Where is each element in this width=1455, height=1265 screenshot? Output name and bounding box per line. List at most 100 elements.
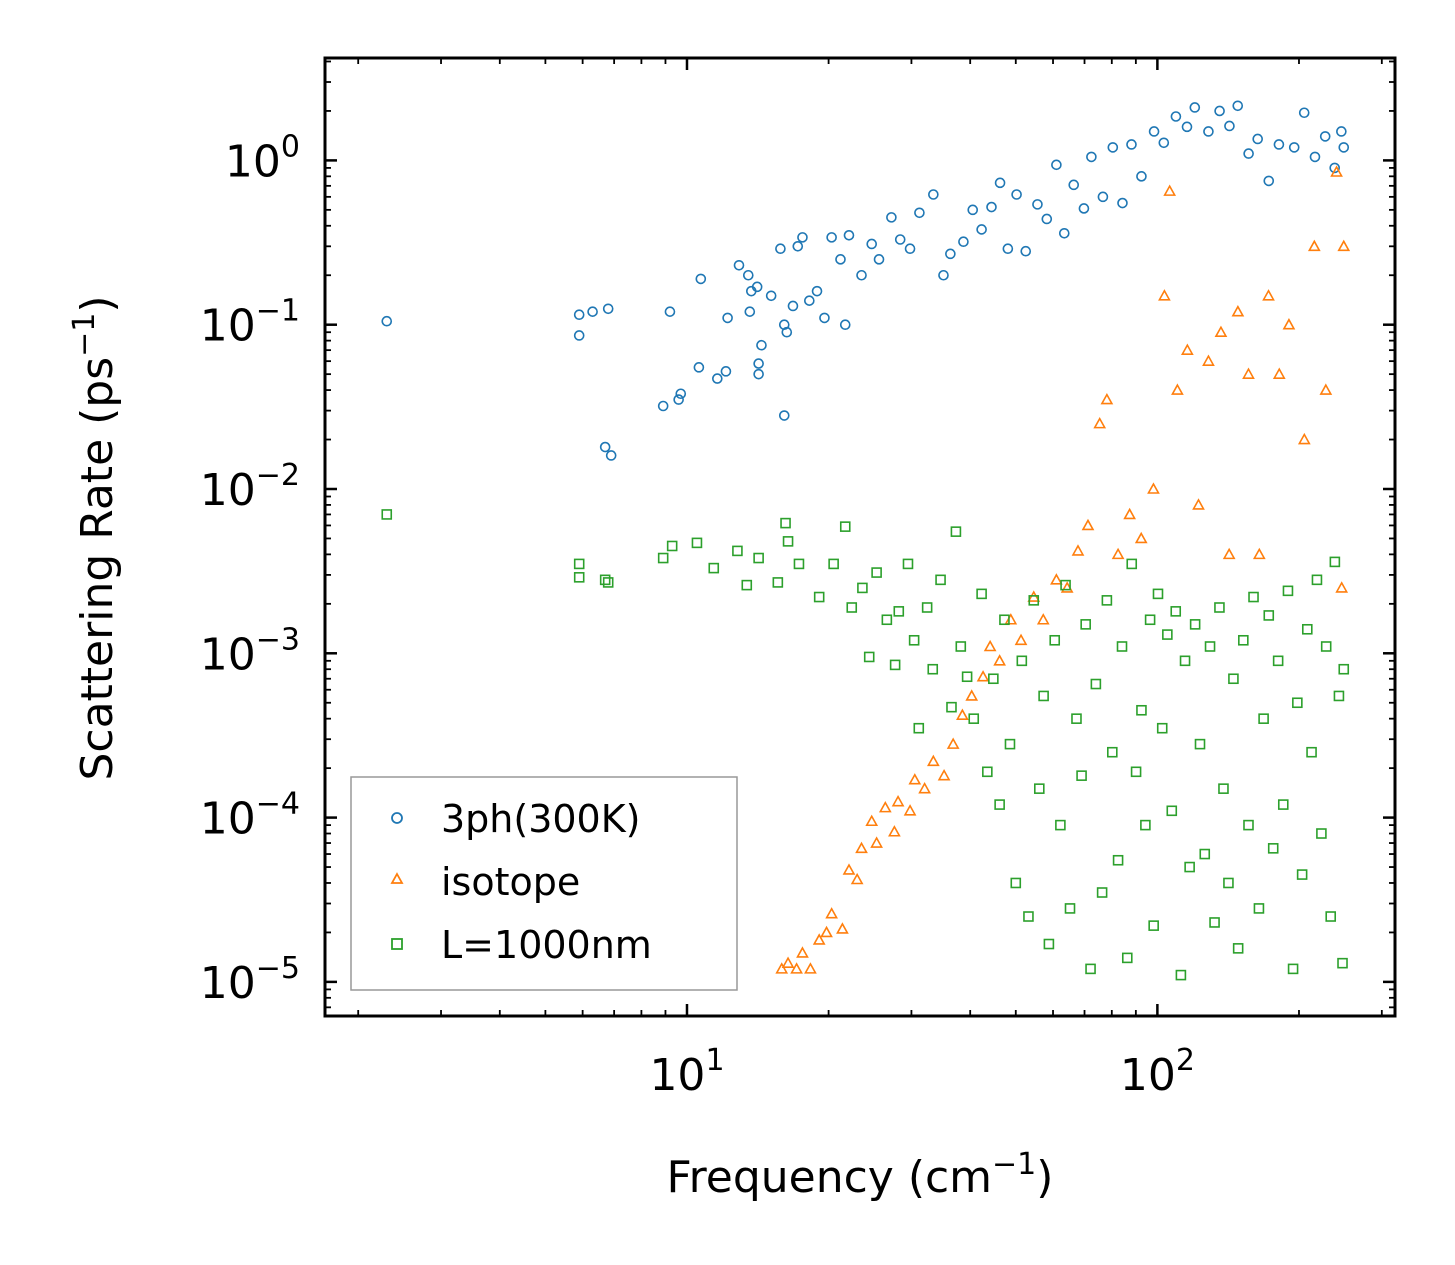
- legend-marker-3ph: [391, 812, 403, 824]
- data-point: [1140, 819, 1151, 831]
- data-point: [1175, 969, 1187, 981]
- data-point: [994, 177, 1006, 189]
- data-point: [657, 552, 669, 564]
- data-point: [1180, 343, 1194, 355]
- data-point: [1041, 213, 1053, 225]
- data-point: [1214, 105, 1225, 117]
- data-point: [1060, 579, 1071, 591]
- data-point: [1117, 197, 1128, 209]
- data-point: [850, 872, 864, 885]
- data-point: [828, 558, 839, 570]
- data-point: [1192, 498, 1205, 510]
- data-point: [753, 368, 764, 380]
- data-point: [778, 410, 790, 421]
- data-point: [1158, 289, 1171, 301]
- data-point: [381, 509, 393, 520]
- data-point: [1214, 325, 1228, 338]
- data-point: [1111, 547, 1125, 560]
- data-point: [1333, 690, 1345, 702]
- data-point: [913, 722, 925, 734]
- data-point: [1144, 614, 1156, 626]
- x-axis-title-end: ): [1036, 1152, 1053, 1203]
- data-point: [813, 591, 825, 603]
- data-point: [839, 319, 851, 330]
- data-point: [1189, 619, 1201, 630]
- data-point: [1038, 690, 1049, 702]
- data-point: [1093, 416, 1107, 429]
- y-tick-label: 10−1: [200, 294, 300, 352]
- data-point: [1184, 861, 1195, 873]
- data-point: [751, 281, 763, 293]
- data-point: [1228, 673, 1239, 685]
- data-point: [1032, 199, 1043, 210]
- data-point: [1319, 131, 1331, 142]
- data-point: [1282, 318, 1296, 330]
- data-point: [908, 773, 922, 785]
- data-point: [573, 330, 585, 341]
- data-point: [1288, 142, 1300, 153]
- data-point: [673, 394, 684, 405]
- data-point: [1011, 189, 1022, 200]
- data-point: [894, 234, 906, 245]
- y-tick-label: 100: [225, 129, 300, 187]
- data-point: [1189, 102, 1201, 113]
- data-point: [664, 306, 676, 317]
- series-0: [381, 100, 1350, 461]
- data-point: [946, 701, 957, 713]
- data-point: [790, 962, 803, 974]
- y-tick-label: 10−4: [200, 787, 300, 845]
- data-point: [928, 189, 939, 200]
- data-point: [918, 782, 931, 794]
- data-point: [1107, 746, 1118, 758]
- y-axis-title-main: Scattering Rate (ps: [72, 357, 123, 781]
- data-point: [1282, 585, 1294, 597]
- data-point: [1224, 120, 1235, 132]
- data-point: [843, 230, 855, 241]
- data-point: [986, 201, 997, 213]
- data-point: [1336, 126, 1347, 137]
- data-point: [965, 689, 979, 701]
- data-point: [1152, 588, 1164, 600]
- data-point: [835, 254, 846, 265]
- data-point: [988, 673, 999, 685]
- data-point: [793, 558, 805, 570]
- data-point: [1316, 828, 1327, 839]
- data-point: [1263, 175, 1275, 187]
- data-point: [782, 536, 794, 547]
- data-point: [1243, 148, 1254, 159]
- legend-marker-isotope: [390, 872, 404, 884]
- data-point: [886, 212, 897, 223]
- data-point: [573, 558, 585, 570]
- x-tick-label-exponent: 2: [1176, 1043, 1195, 1078]
- data-point: [587, 306, 598, 317]
- data-point: [1311, 574, 1323, 586]
- data-point: [675, 388, 687, 400]
- data-point: [926, 754, 940, 767]
- data-point: [1338, 142, 1350, 153]
- data-point: [1337, 957, 1348, 969]
- data-point: [1272, 367, 1286, 379]
- data-point: [1126, 558, 1138, 570]
- data-point: [1010, 877, 1022, 889]
- x-axis-title: Frequency (cm−1): [667, 1147, 1054, 1203]
- data-point: [780, 517, 791, 529]
- data-point: [937, 769, 951, 781]
- data-point: [765, 290, 777, 302]
- data-point: [1080, 619, 1091, 630]
- data-point: [873, 254, 885, 265]
- data-point: [1231, 305, 1245, 317]
- data-point: [804, 295, 815, 306]
- data-point: [1100, 392, 1114, 405]
- data-point: [804, 962, 817, 974]
- data-point: [958, 236, 969, 248]
- y-tick-label-exponent: −2: [256, 458, 300, 493]
- data-point: [950, 526, 962, 537]
- data-point: [1076, 770, 1087, 781]
- data-point: [733, 259, 745, 271]
- data-point: [1262, 289, 1275, 301]
- data-point: [1319, 383, 1333, 395]
- data-point: [1014, 633, 1028, 646]
- x-tick-label-exponent: 1: [705, 1043, 724, 1078]
- data-point: [921, 602, 933, 613]
